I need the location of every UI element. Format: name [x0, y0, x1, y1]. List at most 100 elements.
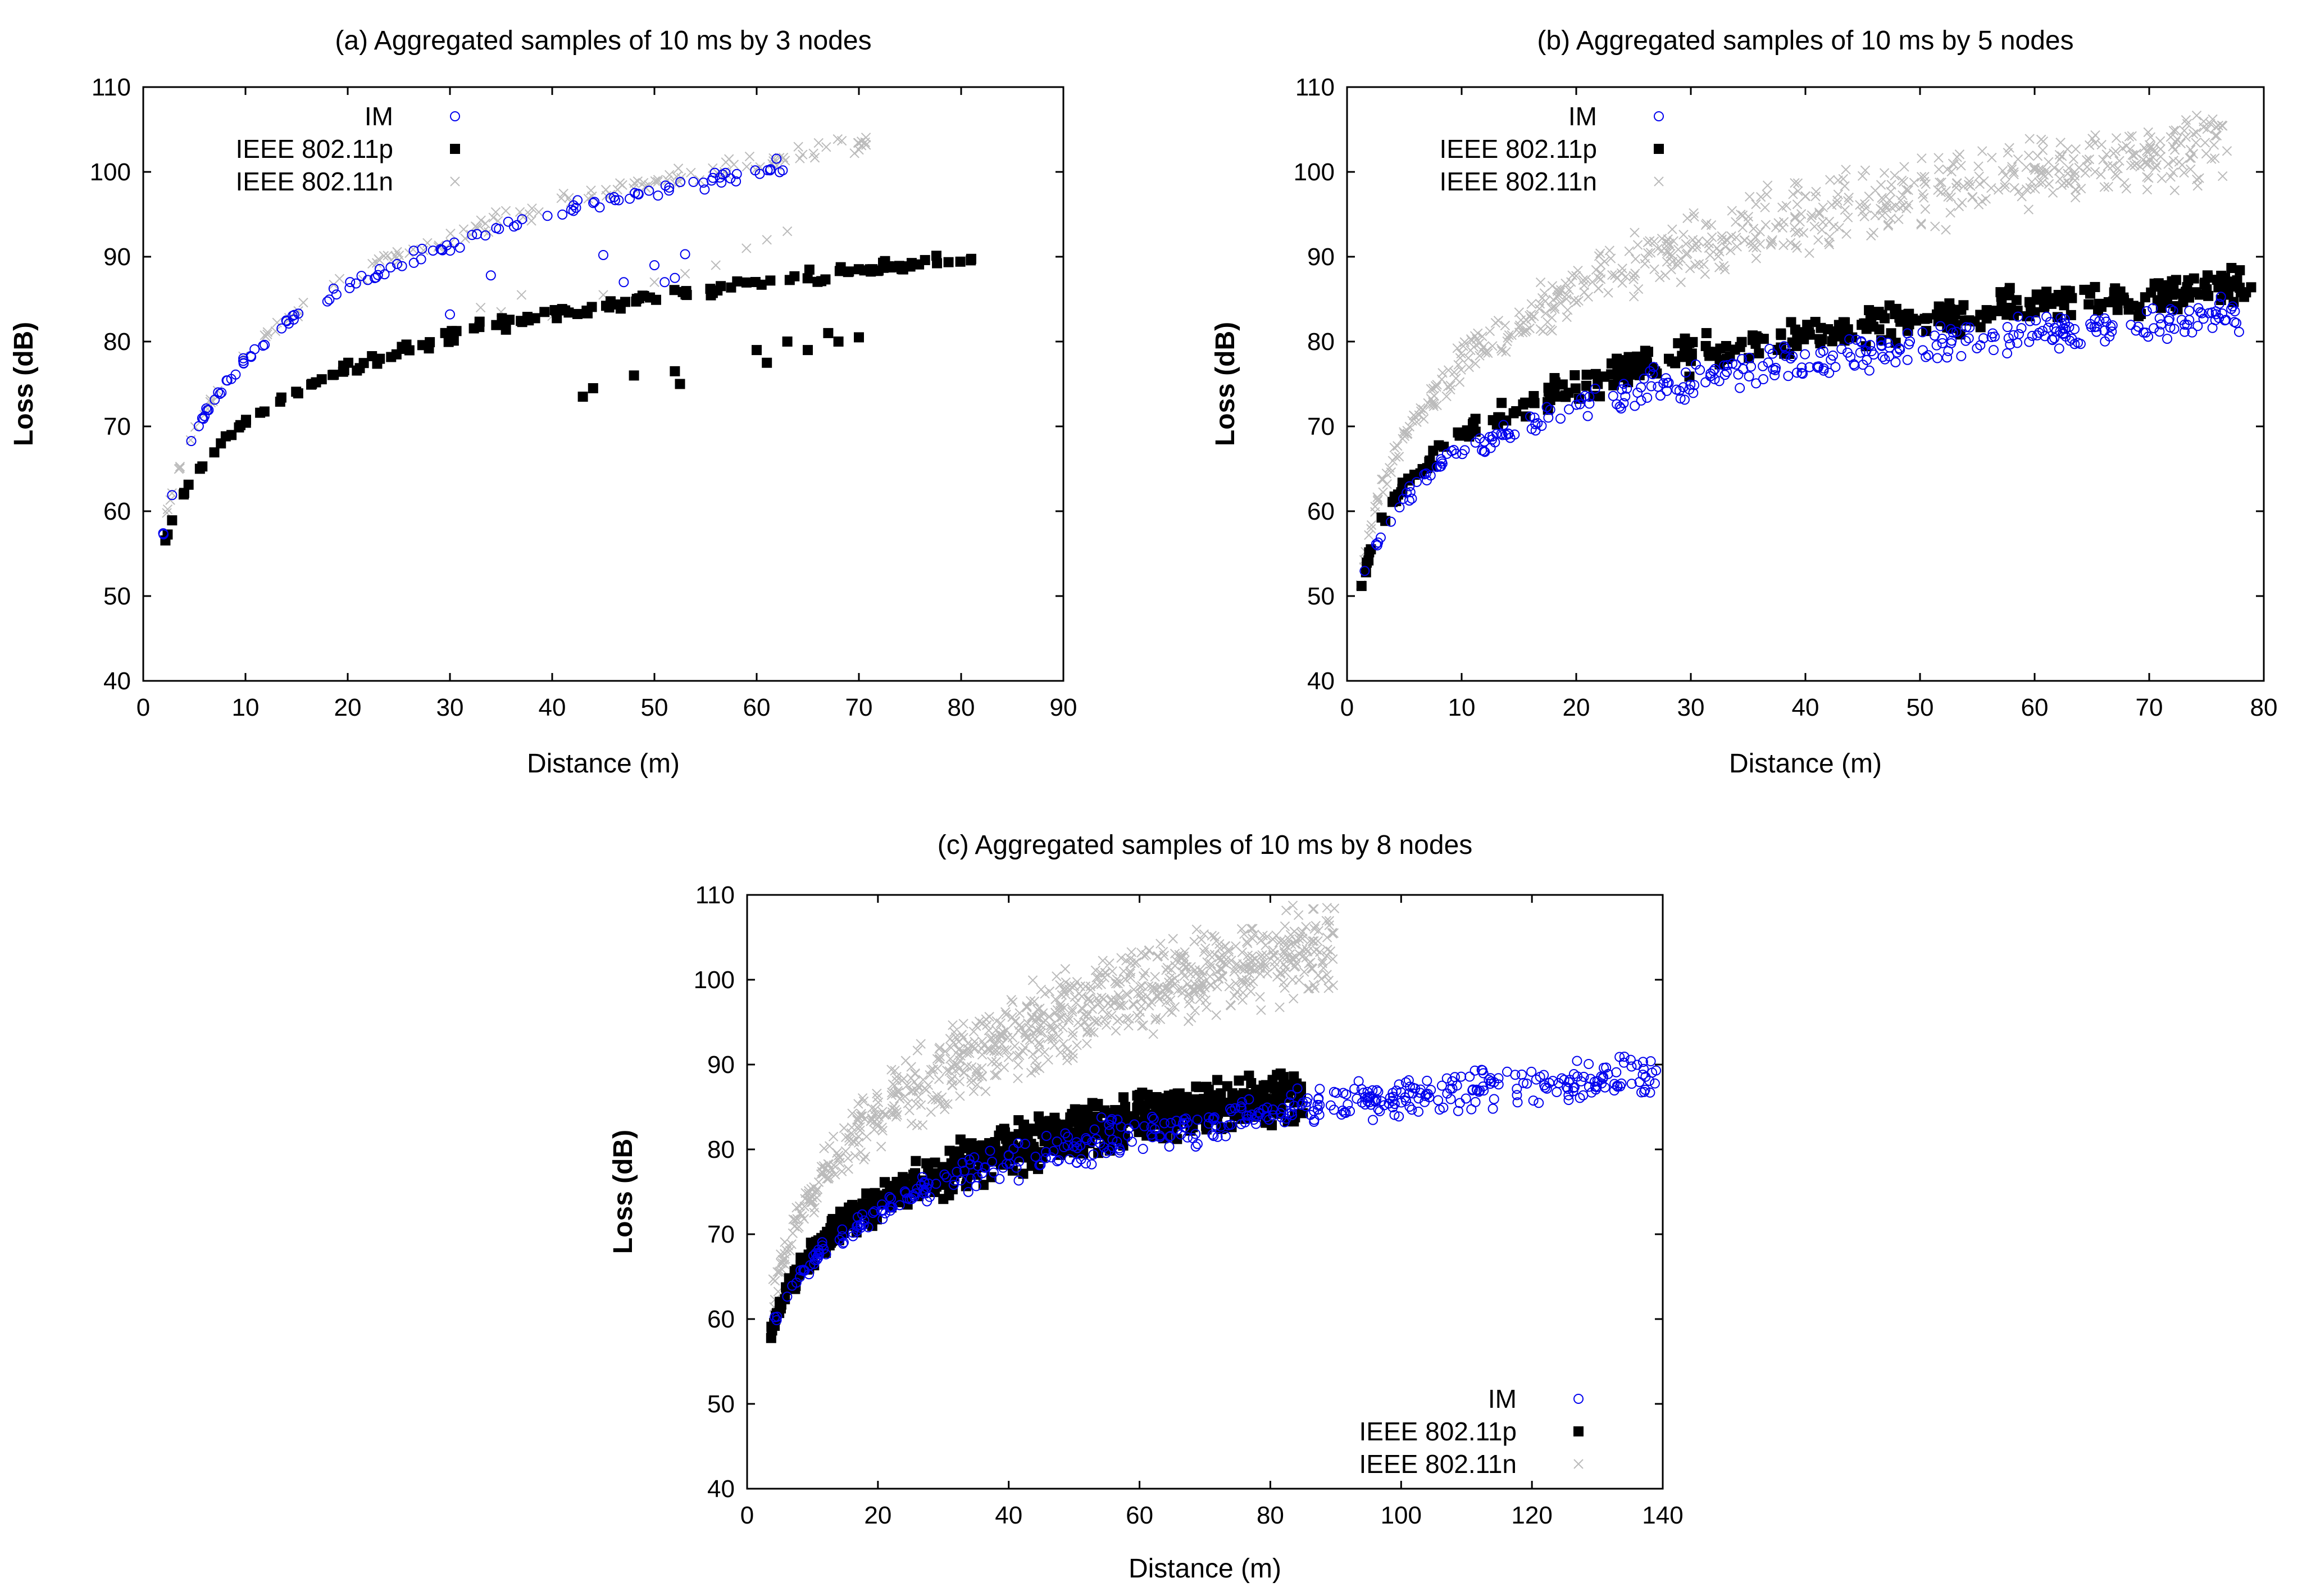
- data-point: [1476, 345, 1486, 356]
- x-tick-label: 80: [2250, 694, 2278, 721]
- data-point: [856, 1222, 866, 1233]
- data-point: [1813, 361, 1824, 372]
- data-point: [1466, 345, 1476, 356]
- data-point: [2162, 334, 2173, 344]
- legend-marker: [1654, 176, 1664, 187]
- x-tick-label: 80: [1257, 1502, 1284, 1529]
- data-point: [818, 1168, 828, 1179]
- legend-marker: [1654, 111, 1664, 121]
- data-point: [1203, 1096, 1214, 1107]
- data-point: [1920, 204, 1931, 214]
- data-point: [1895, 316, 1906, 327]
- data-point: [895, 1094, 905, 1104]
- data-point: [1421, 475, 1432, 486]
- data-point: [1478, 446, 1489, 457]
- data-point: [869, 1110, 879, 1120]
- data-point: [1943, 345, 1954, 356]
- data-point: [605, 296, 616, 307]
- legend-marker: [1573, 1459, 1584, 1469]
- y-tick-label: 70: [707, 1221, 735, 1248]
- data-point: [1648, 362, 1659, 372]
- data-point: [2023, 150, 2034, 161]
- data-point: [2068, 154, 2079, 164]
- data-point: [1497, 430, 1508, 440]
- data-point: [1681, 239, 1691, 249]
- data-point: [2127, 131, 2137, 141]
- data-point: [1296, 1099, 1307, 1110]
- data-point: [1183, 1016, 1194, 1026]
- data-point: [1404, 495, 1414, 506]
- data-point: [1302, 1097, 1312, 1107]
- data-point: [830, 1170, 840, 1180]
- data-point: [906, 1073, 916, 1083]
- data-point: [1052, 1136, 1062, 1147]
- data-point: [1714, 376, 1725, 387]
- data-point: [2188, 129, 2199, 139]
- data-point: [345, 277, 356, 288]
- data-point: [1352, 1093, 1362, 1104]
- data-point: [965, 1173, 976, 1184]
- data-point: [2182, 282, 2192, 293]
- data-point: [392, 247, 402, 257]
- data-point: [2080, 168, 2090, 178]
- data-point: [1234, 1075, 1244, 1086]
- data-point: [1692, 243, 1702, 253]
- data-point: [458, 224, 469, 234]
- data-point: [1478, 1085, 1489, 1096]
- data-point: [675, 379, 685, 389]
- data-point: [1099, 1015, 1110, 1025]
- data-point: [2165, 132, 2176, 142]
- data-point: [1189, 1102, 1200, 1112]
- data-point: [927, 1094, 938, 1104]
- data-point: [2169, 185, 2180, 195]
- data-point: [1690, 260, 1700, 270]
- data-point: [1075, 981, 1086, 992]
- data-point: [837, 1231, 848, 1242]
- data-point: [1278, 1079, 1289, 1090]
- x-tick-label: 30: [436, 694, 464, 721]
- data-point: [1841, 229, 1851, 239]
- data-point: [1514, 307, 1525, 317]
- data-point: [175, 463, 185, 474]
- data-point: [270, 326, 281, 337]
- data-point: [1241, 936, 1252, 947]
- data-point: [2203, 272, 2213, 283]
- data-point: [1214, 943, 1225, 953]
- data-point: [1243, 950, 1253, 961]
- data-point: [1563, 1095, 1574, 1106]
- data-point: [791, 1277, 802, 1288]
- data-point: [1040, 1153, 1051, 1163]
- data-point: [1517, 1069, 1527, 1080]
- data-point: [1531, 1074, 1541, 1085]
- data-point: [1598, 1073, 1608, 1084]
- data-point: [1080, 981, 1091, 992]
- data-point: [175, 461, 185, 472]
- data-point: [1705, 371, 1716, 381]
- data-point: [512, 220, 522, 230]
- data-point: [1543, 383, 1554, 393]
- y-axis-label: Loss (dB): [1211, 322, 1240, 446]
- data-point: [1639, 1086, 1650, 1097]
- data-point: [262, 329, 272, 340]
- data-point: [1555, 413, 1566, 424]
- data-point: [2191, 110, 2202, 121]
- data-point: [1700, 377, 1711, 388]
- data-point: [1105, 1116, 1116, 1126]
- data-point: [1007, 1012, 1017, 1022]
- data-point: [1388, 1092, 1399, 1102]
- data-point: [1035, 1003, 1045, 1013]
- data-point: [1021, 1029, 1031, 1039]
- data-point: [931, 1179, 941, 1189]
- y-tick-label: 110: [1295, 74, 1335, 101]
- data-point: [2004, 283, 2015, 293]
- data-point: [1552, 292, 1563, 302]
- data-point: [797, 1211, 807, 1221]
- data-point: [1306, 963, 1317, 974]
- data-point: [491, 222, 502, 233]
- data-point: [1795, 216, 1805, 227]
- data-point: [1571, 399, 1582, 410]
- data-point: [1737, 354, 1748, 365]
- data-point: [1769, 370, 1780, 380]
